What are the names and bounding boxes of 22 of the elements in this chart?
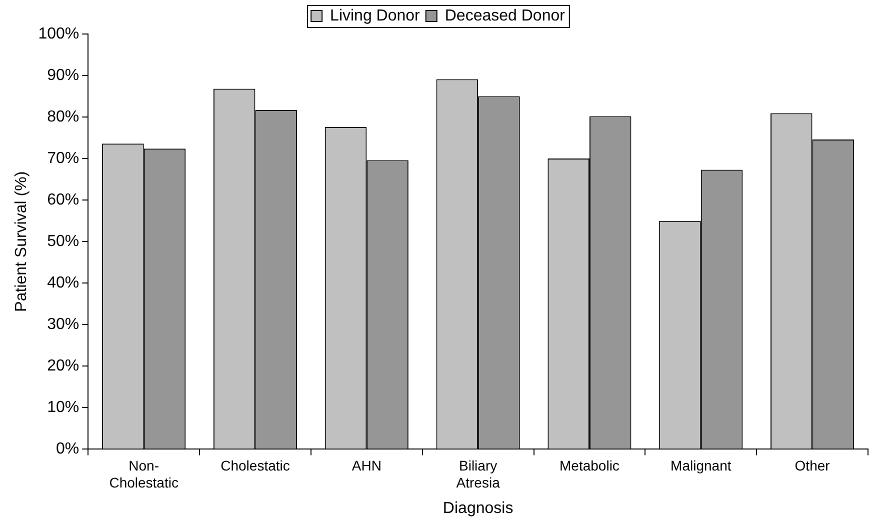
y-tick-label: 0% — [56, 440, 80, 458]
x-tick-label: Biliary Atresia — [456, 457, 500, 490]
y-tick-label: 100% — [38, 25, 80, 42]
y-tick-label: 60% — [47, 191, 80, 208]
y-tick-label: 90% — [47, 66, 80, 84]
y-axis-title: Patient Survival (%) — [13, 171, 30, 312]
y-tick-label: 50% — [47, 233, 80, 250]
x-tick-label: Non- Cholestatic — [109, 457, 178, 490]
y-tick-label: 20% — [47, 358, 80, 375]
x-tick-label: Metabolic — [560, 457, 620, 474]
x-tick-label: Malignant — [670, 457, 732, 474]
x-tick-label: Other — [794, 457, 830, 474]
y-tick-label: 70% — [47, 150, 80, 167]
legend-label: Deceased Donor — [444, 7, 566, 24]
x-tick-label: AHN — [352, 457, 382, 474]
y-tick-label: 40% — [47, 274, 80, 292]
y-tick-label: 30% — [47, 316, 80, 334]
y-tick-label: 10% — [47, 399, 80, 416]
legend-label: Living Donor — [330, 7, 421, 24]
x-tick-label: Cholestatic — [220, 457, 290, 474]
x-axis-title: Diagnosis — [442, 500, 514, 517]
y-tick-label: 80% — [47, 108, 80, 126]
